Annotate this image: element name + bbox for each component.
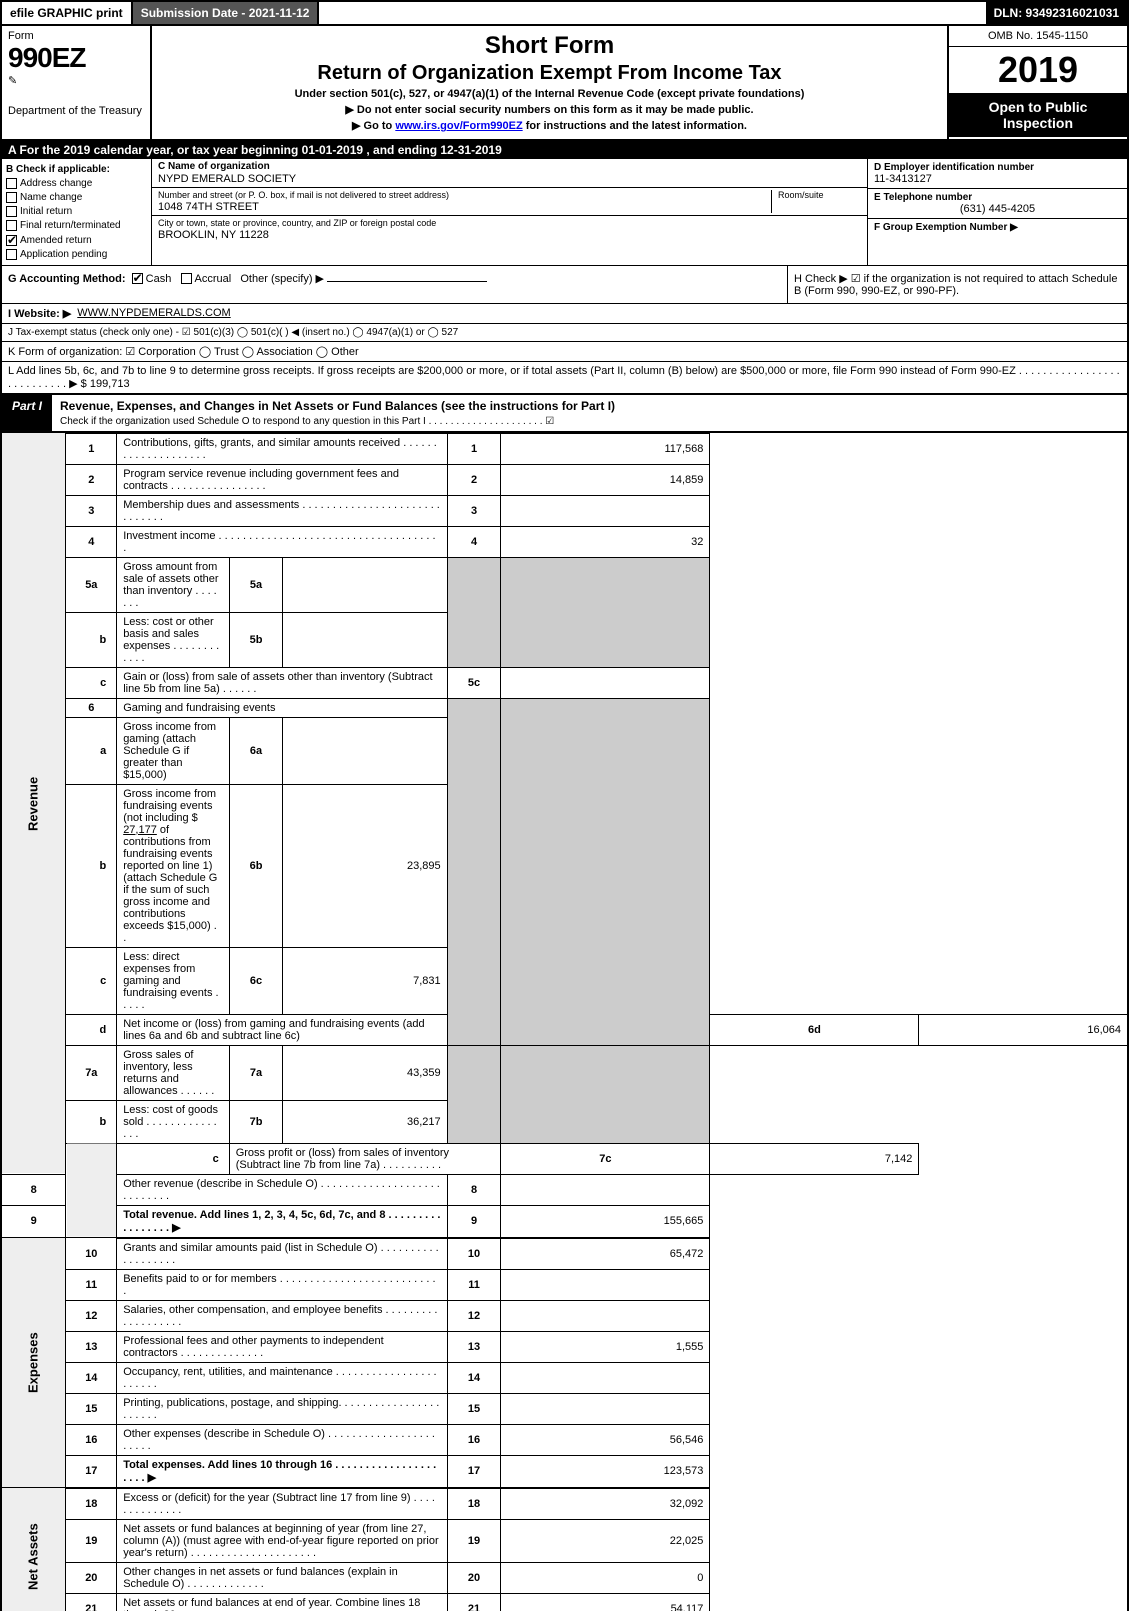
section-b-checkboxes: B Check if applicable: Address change Na… [2, 159, 152, 265]
row-14: 14 Occupancy, rent, utilities, and maint… [1, 1362, 1128, 1393]
side-revenue: Revenue [1, 433, 66, 1174]
row-12: 12 Salaries, other compensation, and emp… [1, 1300, 1128, 1331]
city-value: BROOKLIN, NY 11228 [158, 229, 861, 241]
open-to-public: Open to Public Inspection [949, 93, 1127, 137]
b-label: B Check if applicable: [6, 164, 147, 175]
title-return: Return of Organization Exempt From Incom… [160, 62, 939, 85]
c-label: C Name of organization [158, 161, 861, 172]
row-1: Revenue 1 Contributions, gifts, grants, … [1, 433, 1128, 464]
form-word: Form [8, 30, 144, 42]
part1-header: Part I Revenue, Expenses, and Changes in… [0, 394, 1129, 433]
form-number: 990EZ [8, 42, 144, 74]
cb-cash[interactable] [132, 273, 143, 284]
street-label: Number and street (or P. O. box, if mail… [158, 190, 771, 200]
g-other-blank[interactable] [327, 281, 487, 282]
row-11: 11 Benefits paid to or for members . . .… [1, 1269, 1128, 1300]
tax-year: 2019 [949, 47, 1127, 93]
side-net-assets: Net Assets [1, 1488, 66, 1611]
org-center: C Name of organization NYPD EMERALD SOCI… [152, 159, 867, 265]
row-17: 17 Total expenses. Add lines 10 through … [1, 1455, 1128, 1488]
room-label: Room/suite [778, 190, 861, 200]
omb-number: OMB No. 1545-1150 [949, 26, 1127, 47]
website-value[interactable]: WWW.NYPDEMERALDS.COM [77, 307, 230, 319]
row-10: Expenses 10 Grants and similar amounts p… [1, 1238, 1128, 1270]
row-6: 6 Gaming and fundraising events [1, 698, 1128, 717]
subtitle: Under section 501(c), 527, or 4947(a)(1)… [160, 88, 939, 100]
department-label: Department of the Treasury [8, 105, 144, 117]
cb-amended-return[interactable]: Amended return [6, 235, 147, 246]
cb-name-change[interactable]: Name change [6, 192, 147, 203]
cb-initial-return[interactable]: Initial return [6, 206, 147, 217]
row-15: 15 Printing, publications, postage, and … [1, 1393, 1128, 1424]
g-other: Other (specify) ▶ [240, 273, 324, 285]
row-8: 8 Other revenue (describe in Schedule O)… [1, 1174, 1128, 1205]
efile-label[interactable]: efile GRAPHIC print [2, 2, 133, 24]
row-5c: c Gain or (loss) from sale of assets oth… [1, 667, 1128, 698]
goto-pre: ▶ Go to [352, 120, 395, 132]
title-short-form: Short Form [160, 32, 939, 60]
row-16: 16 Other expenses (describe in Schedule … [1, 1424, 1128, 1455]
dln-label: DLN: 93492316021031 [986, 2, 1127, 24]
row-2: 2 Program service revenue including gove… [1, 464, 1128, 495]
g-accounting: G Accounting Method: Cash Accrual Other … [2, 266, 787, 303]
d-label: D Employer identification number [874, 162, 1121, 173]
row-19: 19 Net assets or fund balances at beginn… [1, 1519, 1128, 1562]
treasury-icon: ✎ [8, 74, 144, 87]
header-center: Short Form Return of Organization Exempt… [152, 26, 947, 139]
cb-address-change[interactable]: Address change [6, 178, 147, 189]
side-expenses: Expenses [1, 1238, 66, 1488]
part1-title: Revenue, Expenses, and Changes in Net As… [52, 395, 1127, 431]
j-tax-exempt: J Tax-exempt status (check only one) - ☑… [0, 324, 1129, 342]
row-3: 3 Membership dues and assessments . . . … [1, 495, 1128, 526]
row-9: 9 Total revenue. Add lines 1, 2, 3, 4, 5… [1, 1205, 1128, 1238]
form-header: Form 990EZ ✎ Department of the Treasury … [0, 26, 1129, 141]
org-info-block: B Check if applicable: Address change Na… [0, 159, 1129, 266]
row-21: 21 Net assets or fund balances at end of… [1, 1593, 1128, 1611]
period-strip: A For the 2019 calendar year, or tax yea… [0, 141, 1129, 159]
row-5a: 5a Gross amount from sale of assets othe… [1, 557, 1128, 612]
g-label: G Accounting Method: [8, 273, 126, 285]
part1-tag: Part I [2, 395, 52, 431]
l-value: 199,713 [90, 378, 130, 390]
l-text: L Add lines 5b, 6c, and 7b to line 9 to … [8, 365, 1120, 390]
ssn-warning: ▶ Do not enter social security numbers o… [160, 103, 939, 116]
header-left: Form 990EZ ✎ Department of the Treasury [2, 26, 152, 139]
row-7a: 7a Gross sales of inventory, less return… [1, 1045, 1128, 1100]
top-bar: efile GRAPHIC print Submission Date - 20… [0, 0, 1129, 26]
ein-value: 11-3413127 [874, 173, 1121, 185]
phone-value: (631) 445-4205 [874, 203, 1121, 215]
org-right: D Employer identification number 11-3413… [867, 159, 1127, 265]
submission-date: Submission Date - 2021-11-12 [133, 2, 320, 24]
goto-post: for instructions and the latest informat… [523, 120, 747, 132]
k-form-org: K Form of organization: ☑ Corporation ◯ … [0, 342, 1129, 362]
i-label: I Website: ▶ [8, 307, 71, 320]
goto-line: ▶ Go to www.irs.gov/Form990EZ for instru… [160, 119, 939, 132]
cb-accrual[interactable] [181, 273, 192, 284]
part1-table: Revenue 1 Contributions, gifts, grants, … [0, 433, 1129, 1611]
header-right: OMB No. 1545-1150 2019 Open to Public In… [947, 26, 1127, 139]
part1-check: Check if the organization used Schedule … [60, 416, 554, 427]
row-13: 13 Professional fees and other payments … [1, 1331, 1128, 1362]
row-4: 4 Investment income . . . . . . . . . . … [1, 526, 1128, 557]
cb-final-return[interactable]: Final return/terminated [6, 220, 147, 231]
row-7c: c Gross profit or (loss) from sales of i… [1, 1143, 1128, 1174]
irs-link[interactable]: www.irs.gov/Form990EZ [395, 120, 522, 132]
org-name: NYPD EMERALD SOCIETY [158, 173, 861, 185]
street-value: 1048 74TH STREET [158, 201, 771, 213]
f-label: F Group Exemption Number ▶ [874, 222, 1121, 233]
6b-amount: 27,177 [123, 824, 157, 836]
cb-application-pending[interactable]: Application pending [6, 249, 147, 260]
g-h-row: G Accounting Method: Cash Accrual Other … [0, 266, 1129, 304]
h-check: H Check ▶ ☑ if the organization is not r… [787, 266, 1127, 303]
row-18: Net Assets 18 Excess or (deficit) for th… [1, 1488, 1128, 1520]
row-20: 20 Other changes in net assets or fund b… [1, 1562, 1128, 1593]
l-gross-receipts: L Add lines 5b, 6c, and 7b to line 9 to … [0, 362, 1129, 394]
city-label: City or town, state or province, country… [158, 218, 861, 228]
e-label: E Telephone number [874, 192, 1121, 203]
i-website-row: I Website: ▶ WWW.NYPDEMERALDS.COM [0, 304, 1129, 324]
